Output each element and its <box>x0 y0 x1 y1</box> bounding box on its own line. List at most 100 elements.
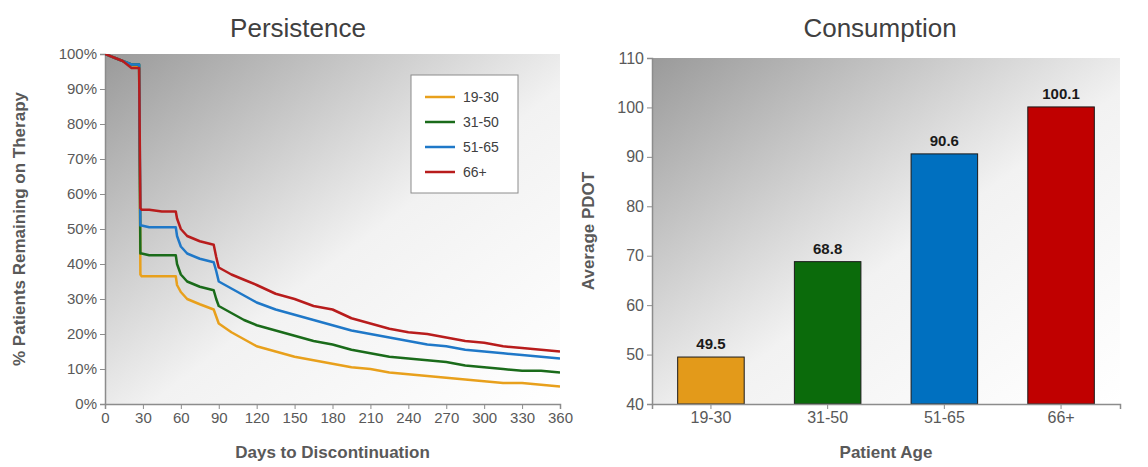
tick-label: 60 <box>173 409 190 426</box>
tick: 60 <box>626 297 652 314</box>
tick-label: 180 <box>320 409 345 426</box>
tick-label: 60 <box>626 297 644 314</box>
tick-label: 90 <box>626 148 644 165</box>
chart-title: Persistence <box>230 13 366 43</box>
tick: 66+ <box>1047 404 1074 426</box>
tick: 20% <box>67 325 105 342</box>
tick: 90% <box>67 80 105 97</box>
tick-label: 20% <box>67 325 97 342</box>
data-label: 100.1 <box>1042 85 1080 102</box>
tick: 80 <box>626 198 652 215</box>
legend-label: 66+ <box>463 164 487 180</box>
tick-label: 360 <box>548 409 573 426</box>
tick-mark <box>647 355 652 356</box>
tick-mark <box>647 58 652 59</box>
tick-label: 110 <box>618 50 644 67</box>
y-axis-title: Average PDOT <box>579 171 598 290</box>
tick-label: 10% <box>67 360 97 377</box>
tick-mark <box>100 194 105 195</box>
plot-background <box>652 58 1120 404</box>
tick: 30 <box>135 404 152 426</box>
tick-label: 60% <box>67 185 97 202</box>
tick: 330 <box>510 404 535 426</box>
y-axis-line <box>100 55 106 405</box>
tick: 360 <box>548 404 573 426</box>
y-axis: 40 50 60 70 80 90 100 110 <box>617 50 652 413</box>
tick: 60 <box>173 404 190 426</box>
tick-label: 51-65 <box>924 409 965 426</box>
tick-mark <box>827 404 828 409</box>
tick-label: 90% <box>67 80 97 97</box>
tick-label: 100% <box>59 45 97 62</box>
tick-label: 30 <box>135 409 152 426</box>
tick-label: 50 <box>626 346 644 363</box>
legend-box <box>411 75 518 193</box>
tick-mark <box>944 404 945 409</box>
tick-label: 0 <box>101 409 109 426</box>
tick-mark <box>647 206 652 207</box>
legend-label: 19-30 <box>463 89 499 105</box>
tick: 100% <box>59 45 105 62</box>
x-axis-line <box>653 405 1121 410</box>
data-label: 90.6 <box>930 132 959 149</box>
tick-label: 0% <box>75 395 97 412</box>
tick: 70% <box>67 150 105 167</box>
tick-mark <box>100 124 105 125</box>
tick-label: 210 <box>358 409 383 426</box>
x-axis-title: Patient Age <box>840 443 933 462</box>
tick: 40 <box>626 396 652 413</box>
tick: 30% <box>67 290 105 307</box>
tick-label: 30% <box>67 290 97 307</box>
tick-mark <box>647 404 652 405</box>
tick: 50 <box>626 346 652 363</box>
legend-swatch <box>425 96 455 99</box>
tick: 90 <box>626 148 652 165</box>
tick-label: 150 <box>283 409 308 426</box>
tick: 270 <box>434 404 459 426</box>
bar <box>911 154 978 404</box>
tick-mark <box>647 305 652 306</box>
legend-label: 51-65 <box>463 139 499 155</box>
tick-label: 270 <box>434 409 459 426</box>
tick: 51-65 <box>924 404 965 426</box>
canvas: Persistence Days to Discontinuation % Pati… <box>0 0 1148 467</box>
tick: 120 <box>245 404 270 426</box>
x-axis-title: Days to Discontinuation <box>235 443 430 462</box>
tick-mark <box>647 107 652 108</box>
data-label: 68.8 <box>813 240 842 257</box>
tick: 300 <box>472 404 497 426</box>
legend-swatch <box>425 171 455 174</box>
chart-title: Consumption <box>803 13 956 43</box>
bar <box>794 262 861 404</box>
tick-mark <box>100 54 105 55</box>
tick-label: 50% <box>67 220 97 237</box>
tick: 180 <box>320 404 345 426</box>
y-axis-title: % Patients Remaining on Therapy <box>10 91 29 365</box>
tick-label: 100 <box>617 99 644 116</box>
tick: 90 <box>211 404 228 426</box>
tick-mark <box>647 157 652 158</box>
tick-mark <box>710 404 711 409</box>
tick-label: 40% <box>67 255 97 272</box>
tick-label: 120 <box>245 409 270 426</box>
x-axis: 19-3031-5051-6566+ <box>653 404 1121 426</box>
x-axis: 0 30 60 90 120 150 180 210 240 270 300 330 360 <box>101 404 573 426</box>
tick-label: 70 <box>626 247 644 264</box>
plot-background <box>105 54 560 404</box>
tick-label: 19-30 <box>690 409 731 426</box>
tick: 40% <box>67 255 105 272</box>
tick: 100 <box>617 99 652 116</box>
tick: 210 <box>358 404 383 426</box>
tick-mark <box>100 229 105 230</box>
tick-label: 80 <box>626 198 644 215</box>
tick: 240 <box>396 404 421 426</box>
tick-label: 66+ <box>1047 409 1074 426</box>
bar <box>1028 107 1095 404</box>
tick-mark <box>1061 404 1062 409</box>
tick-mark <box>100 299 105 300</box>
tick-label: 40 <box>626 396 644 413</box>
tick-mark <box>100 264 105 265</box>
y-axis-line <box>647 59 653 405</box>
bar <box>678 357 745 404</box>
legend-label: 31-50 <box>463 114 499 130</box>
